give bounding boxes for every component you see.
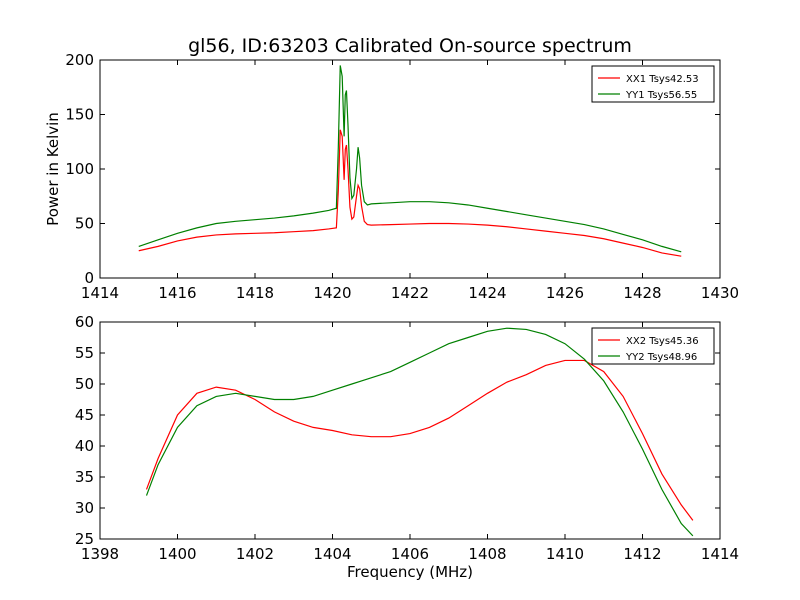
x-tick-label: 1402 <box>236 545 274 563</box>
figure-title: gl56, ID:63203 Calibrated On-source spec… <box>188 35 632 57</box>
y-tick-label: 150 <box>65 106 94 124</box>
x-tick-label: 1406 <box>391 545 429 563</box>
y-tick-label: 40 <box>75 437 94 455</box>
x-tick-label: 1422 <box>391 284 429 302</box>
y-tick-label: 35 <box>75 468 94 486</box>
x-tick-label: 1424 <box>468 284 506 302</box>
y-tick-label: 100 <box>65 160 94 178</box>
y-tick-label: 200 <box>65 51 94 69</box>
series-line-xx2 <box>145 359 694 521</box>
y-tick-label: 30 <box>75 499 94 517</box>
y-tick-label: 0 <box>84 269 94 287</box>
x-tick-label: 1426 <box>546 284 584 302</box>
x-tick-label: 1420 <box>313 284 351 302</box>
y-tick-label: 25 <box>75 530 94 548</box>
x-tick-label: 1416 <box>158 284 196 302</box>
x-tick-label: 1412 <box>623 545 661 563</box>
y-axis-label: Power in Kelvin <box>44 112 62 226</box>
y-tick-label: 55 <box>75 344 94 362</box>
x-tick-label: 1418 <box>236 284 274 302</box>
y-tick-label: 60 <box>75 313 94 331</box>
x-tick-label: 1414 <box>81 284 119 302</box>
x-tick-label: 1410 <box>546 545 584 563</box>
legend-box <box>591 65 715 103</box>
legend-label: YY1 Tsys56.55 <box>625 90 697 101</box>
legend-label: XX1 Tsys42.53 <box>626 74 699 85</box>
series-line-xx1 <box>138 129 682 257</box>
series-line-yy2 <box>145 327 694 537</box>
series-line-yy1 <box>138 65 682 253</box>
legend-box <box>591 327 715 365</box>
x-tick-label: 1408 <box>468 545 506 563</box>
y-tick-label: 50 <box>75 375 94 393</box>
x-axis-label: Frequency (MHz) <box>347 563 473 581</box>
legend-label: YY2 Tsys48.96 <box>625 352 697 363</box>
y-tick-label: 45 <box>75 406 94 424</box>
bottom-panel: 1398 1400 1402 1404 1406 1408 1410 1412 1414 25 30… <box>75 313 739 581</box>
top-panel: 1414 1416 1418 1420 1422 1424 1426 1428 1430 0 50 1… <box>44 51 739 302</box>
x-tick-label: 1398 <box>81 545 119 563</box>
x-tick-label: 1414 <box>701 545 739 563</box>
y-tick-label: 50 <box>75 215 94 233</box>
x-tick-label: 1404 <box>313 545 351 563</box>
x-tick-label: 1400 <box>158 545 196 563</box>
x-tick-label: 1430 <box>701 284 739 302</box>
legend-label: XX2 Tsys45.36 <box>626 336 699 347</box>
x-tick-label: 1428 <box>623 284 661 302</box>
